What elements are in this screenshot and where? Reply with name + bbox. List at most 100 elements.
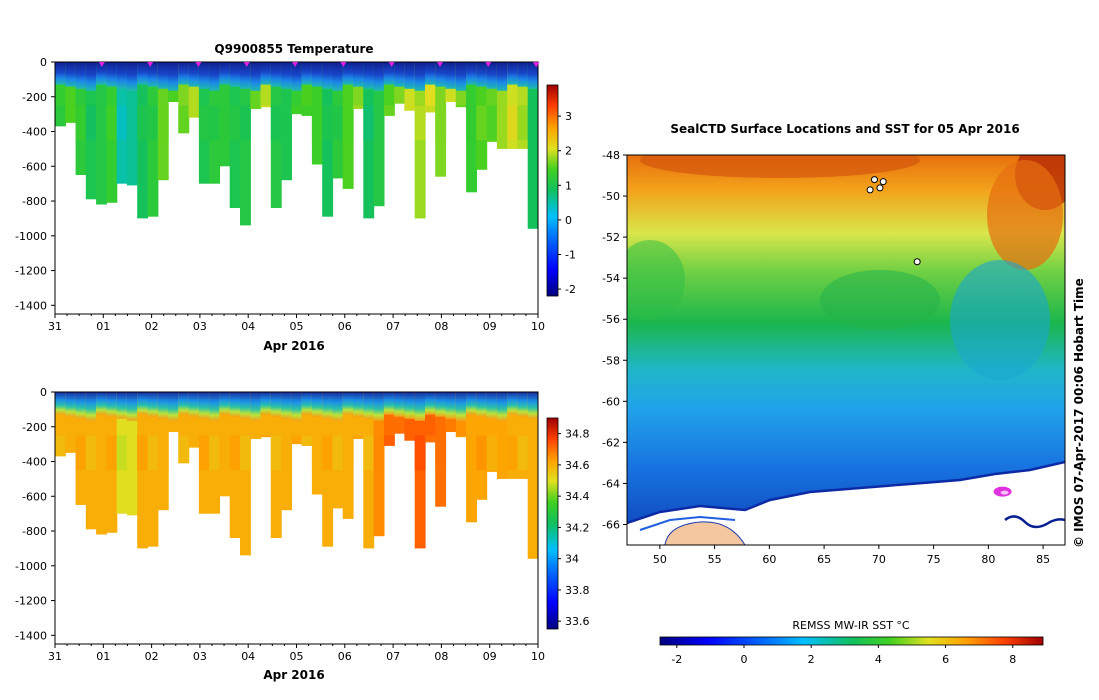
map-y-tick-label: -54 <box>602 272 620 285</box>
map-y-tick-label: -52 <box>602 231 620 244</box>
surface-layer <box>281 392 292 419</box>
sst-colorbar-tick-label: 8 <box>1009 653 1016 666</box>
surface-layer <box>425 62 436 85</box>
surface-layer <box>188 62 200 87</box>
profile-midband <box>147 105 159 141</box>
surface-layer <box>168 392 179 421</box>
profile-column <box>178 62 190 134</box>
profile-column <box>414 392 426 549</box>
surface-layer <box>363 62 375 89</box>
sample-marker <box>388 62 395 67</box>
colorbar-tick-label: -1 <box>565 248 576 261</box>
profile-midband <box>527 105 538 141</box>
surface-layer <box>137 392 149 415</box>
colorbar-tick-label: 2 <box>565 145 572 158</box>
sst-colorbar-tick-label: 4 <box>875 653 882 666</box>
surface-layer <box>106 62 118 87</box>
ice-fragment-east <box>1004 515 1065 529</box>
x-tick-label: 03 <box>193 320 207 333</box>
map-x-tick-label: 75 <box>927 553 941 566</box>
surface-layer <box>353 392 364 417</box>
sample-marker <box>533 62 539 67</box>
sst-field <box>627 155 1065 545</box>
profile-midband <box>116 105 128 141</box>
surface-layer <box>96 62 107 85</box>
map-x-tick-label: 60 <box>762 553 776 566</box>
map-y-tick-label: -48 <box>602 149 620 162</box>
surface-layer <box>342 62 354 85</box>
seal-location-marker <box>866 186 874 194</box>
profile-midband <box>198 435 210 471</box>
y-tick-label: -400 <box>22 126 47 139</box>
profile-midband <box>229 435 241 471</box>
surface-layer <box>116 62 128 89</box>
profile-midband <box>363 105 375 141</box>
surface-layer <box>65 62 77 87</box>
x-tick-label: 05 <box>290 650 304 663</box>
surface-layer <box>373 392 385 421</box>
surface-layer <box>517 62 529 87</box>
sst-colorbar-tick-label: 0 <box>740 653 747 666</box>
surface-layer <box>75 62 87 89</box>
warm-tongue-west <box>627 240 685 320</box>
surface-layer <box>240 62 251 89</box>
salinity-colorbar-ticks: 34.8 34.6 34.4 34.2 34 33.8 33.6 <box>558 428 590 628</box>
sst-colorbar-tick-label: 2 <box>808 653 815 666</box>
profile-midband <box>96 105 107 141</box>
surface-layer <box>322 62 334 89</box>
profile-midband <box>517 105 529 141</box>
x-tick-label: 31 <box>48 320 62 333</box>
map-x-tick-label: 65 <box>817 553 831 566</box>
profile-midband <box>188 435 200 448</box>
profile-midband <box>157 105 169 141</box>
profile-midband <box>425 105 436 113</box>
y-tick-label: -1400 <box>15 629 47 642</box>
map-y-tick-label: -62 <box>602 436 620 449</box>
x-tick-label: 04 <box>241 320 255 333</box>
sst-colorbar-ticks: -2 0 2 4 6 8 <box>671 645 1016 666</box>
profile-midband <box>435 105 447 141</box>
sample-marker <box>243 62 250 67</box>
profile-midband <box>414 435 426 471</box>
profile-midband <box>517 435 529 471</box>
sst-colorbar-label: REMSS MW-IR SST °C <box>792 619 910 632</box>
map-x-tick-label: 55 <box>708 553 722 566</box>
surface-layer <box>229 392 241 417</box>
y-tick-label: -600 <box>22 490 47 503</box>
y-tick-label: -1000 <box>15 230 47 243</box>
x-tick-label: 01 <box>96 650 110 663</box>
profile-midband <box>414 105 426 141</box>
profile-midband <box>332 435 344 471</box>
profile-midband <box>65 105 77 123</box>
colorbar-tick-label: 3 <box>565 110 572 123</box>
profile-midband <box>260 435 272 438</box>
profile-column <box>240 392 251 556</box>
surface-layer <box>445 62 457 89</box>
surface-layer <box>414 392 426 421</box>
profile-midband <box>291 105 303 115</box>
map-y-tick-label: -56 <box>602 313 620 326</box>
profile-midband <box>496 435 508 471</box>
x-tick-label: 06 <box>338 320 352 333</box>
seal-location-marker <box>870 176 878 184</box>
map-x-tick-label: 85 <box>1036 553 1050 566</box>
profile-column <box>527 62 538 229</box>
map-frame <box>626 154 1066 546</box>
profile-midband <box>476 105 488 141</box>
surface-layer <box>455 392 467 421</box>
profile-column <box>301 62 313 116</box>
surface-layer <box>137 62 149 85</box>
y-tick-label: -200 <box>22 91 47 104</box>
profile-midband <box>250 105 262 109</box>
profile-midband <box>240 105 251 141</box>
ice-edge-inner <box>639 515 736 531</box>
y-tick-label: -1000 <box>15 560 47 573</box>
profile-midband <box>455 105 467 108</box>
surface-layer <box>240 392 251 419</box>
profile-midband <box>96 435 107 471</box>
sst-colorbar-tick-label: 6 <box>942 653 949 666</box>
x-tick-label: 05 <box>290 320 304 333</box>
surface-layer <box>363 392 375 419</box>
colorbar-tick-label: 33.6 <box>565 615 590 628</box>
